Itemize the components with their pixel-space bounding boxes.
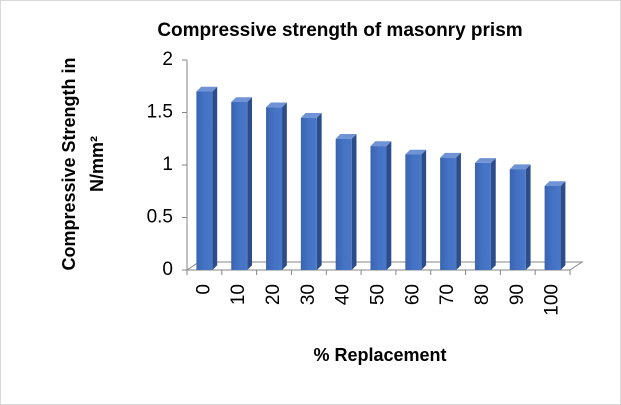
- x-tick-label: 90: [507, 284, 528, 305]
- bar-side: [386, 141, 392, 270]
- y-axis-title: N/mm²: [87, 136, 107, 192]
- y-axis-title: Compressive Strength in: [59, 57, 79, 270]
- x-tick-label: 0: [193, 284, 214, 295]
- bar-top: [544, 181, 566, 186]
- bar: [266, 107, 283, 270]
- bar: [544, 186, 561, 270]
- bar-top: [335, 133, 357, 139]
- bar-top: [370, 141, 392, 147]
- bar-side: [525, 164, 531, 270]
- bar-side: [316, 112, 322, 270]
- bar: [370, 146, 387, 270]
- bar-top: [509, 164, 531, 170]
- x-axis-title: % Replacement: [313, 345, 446, 365]
- y-tick-label: 1: [162, 154, 173, 175]
- y-tick-label: 0.5: [147, 207, 173, 228]
- bar-side: [212, 86, 218, 270]
- bar-top: [300, 112, 322, 118]
- x-tick-label: 40: [333, 284, 354, 305]
- bar-top: [474, 158, 496, 163]
- y-tick-label: 1.5: [147, 102, 173, 123]
- bar-top: [231, 97, 253, 102]
- bar: [405, 154, 422, 270]
- x-tick-label: 30: [298, 284, 319, 305]
- x-tick-label: 70: [437, 284, 458, 305]
- y-tick-label: 2: [162, 49, 173, 70]
- chart-title: Compressive strength of masonry prism: [157, 20, 522, 41]
- x-tick-label: 60: [402, 284, 423, 305]
- bar-side: [560, 181, 566, 270]
- bar-side: [247, 97, 253, 270]
- bar-top: [405, 149, 427, 155]
- bar: [509, 169, 526, 270]
- bar: [474, 162, 491, 270]
- x-tick-label: 100: [542, 284, 563, 316]
- bar: [440, 157, 457, 270]
- bar: [231, 102, 248, 270]
- bar-side: [490, 158, 496, 270]
- bar-side: [421, 149, 427, 270]
- x-tick-label: 50: [368, 284, 389, 305]
- bar-top: [440, 152, 461, 158]
- bar: [196, 91, 213, 270]
- x-tick-label: 10: [228, 284, 249, 305]
- bar: [335, 138, 352, 270]
- y-tick-label: 0: [162, 259, 173, 280]
- bar-side: [351, 133, 357, 270]
- bar: [300, 117, 317, 270]
- bar-top: [196, 86, 218, 92]
- bar-top: [266, 102, 287, 108]
- x-tick-label: 20: [263, 284, 284, 305]
- x-tick-label: 80: [472, 284, 493, 305]
- bar-side: [456, 152, 461, 270]
- bar-side: [282, 102, 287, 270]
